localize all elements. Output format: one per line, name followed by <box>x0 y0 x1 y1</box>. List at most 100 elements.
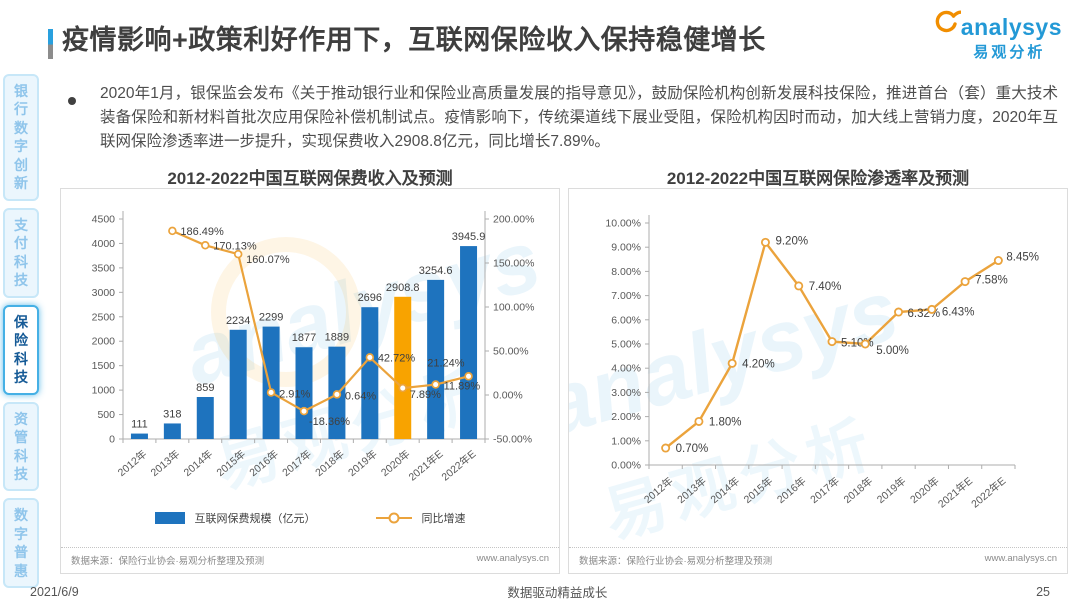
svg-text:7.00%: 7.00% <box>611 290 641 302</box>
legend-line-swatch <box>375 512 412 524</box>
svg-text:3500: 3500 <box>92 262 116 274</box>
svg-text:2019年: 2019年 <box>345 447 379 479</box>
svg-text:150.00%: 150.00% <box>493 258 534 270</box>
svg-text:1000: 1000 <box>92 385 116 397</box>
sidebar-item-bank-digital[interactable]: 银行数字创新 <box>3 74 39 201</box>
svg-text:2018年: 2018年 <box>313 447 347 479</box>
sidebar-item-digital-inclusion[interactable]: 数字普惠 <box>3 498 39 589</box>
svg-text:2299: 2299 <box>259 312 283 324</box>
svg-text:7.40%: 7.40% <box>809 281 842 293</box>
svg-text:1889: 1889 <box>325 332 349 344</box>
svg-text:6.43%: 6.43% <box>942 306 975 318</box>
svg-text:-18.36%: -18.36% <box>309 416 350 428</box>
svg-text:2500: 2500 <box>92 311 116 323</box>
premium-income-chart: 2012-2022中国互联网保费收入及预测 analysys 易观分析 0500… <box>60 164 560 574</box>
svg-text:1500: 1500 <box>92 360 116 372</box>
svg-text:0.70%: 0.70% <box>676 443 709 455</box>
svg-text:7.89%: 7.89% <box>410 389 441 401</box>
svg-text:4000: 4000 <box>92 238 116 250</box>
svg-text:21.24%: 21.24% <box>427 357 465 369</box>
svg-text:3254.6: 3254.6 <box>419 265 453 277</box>
svg-text:4500: 4500 <box>92 214 116 226</box>
legend-line-label: 同比增速 <box>421 513 466 525</box>
svg-text:2022年E: 2022年E <box>969 474 1009 510</box>
chart-title-right: 2012-2022中国互联网保险渗透率及预测 <box>666 169 970 188</box>
logo-brand-cn: 易观分析 <box>973 44 1046 61</box>
svg-text:170.13%: 170.13% <box>213 240 257 252</box>
source-url: www.analysys.cn <box>476 553 549 564</box>
svg-text:50.00%: 50.00% <box>493 346 529 358</box>
svg-text:1877: 1877 <box>292 332 316 344</box>
legend-bar-swatch <box>154 512 185 524</box>
svg-text:2022年E: 2022年E <box>439 447 479 483</box>
svg-text:5.00%: 5.00% <box>876 345 909 357</box>
svg-text:9.20%: 9.20% <box>775 235 808 247</box>
svg-text:8.00%: 8.00% <box>611 266 641 278</box>
svg-text:3000: 3000 <box>92 287 116 299</box>
svg-text:2013年: 2013年 <box>148 447 182 479</box>
svg-text:4.20%: 4.20% <box>742 358 775 370</box>
page-footer: 2021/6/9 数据驱动精益成长 25 <box>30 582 1050 601</box>
page-title: 疫情影响+政策利好作用下，互联网保险收入保持稳健增长 <box>62 25 766 55</box>
svg-text:2.00%: 2.00% <box>611 411 641 423</box>
chart-legend: 互联网保费规模（亿元） 同比增速 <box>61 507 559 529</box>
section-sidebar: 银行数字创新 支付科技 保险科技 资管科技 数字普惠 <box>3 74 43 589</box>
svg-text:100.00%: 100.00% <box>493 302 534 314</box>
footer-date: 2021/6/9 <box>30 584 79 599</box>
svg-text:2016年: 2016年 <box>247 447 281 479</box>
svg-text:3.00%: 3.00% <box>611 387 641 399</box>
svg-text:11.89%: 11.89% <box>444 381 481 393</box>
svg-text:111: 111 <box>131 419 148 431</box>
sidebar-item-insurance-tech[interactable]: 保险科技 <box>3 304 39 395</box>
svg-text:2021年E: 2021年E <box>406 447 446 483</box>
analysys-logo: analysys 易观分析 <box>931 8 1062 62</box>
svg-text:160.07%: 160.07% <box>246 254 290 266</box>
svg-text:0: 0 <box>109 434 115 446</box>
charts-row: 2012-2022中国互联网保费收入及预测 analysys 易观分析 0500… <box>60 164 1068 574</box>
svg-text:2017年: 2017年 <box>808 474 842 506</box>
svg-text:10.00%: 10.00% <box>605 218 641 230</box>
title-accent-bar <box>48 29 53 59</box>
svg-text:2014年: 2014年 <box>708 474 742 506</box>
svg-text:8.45%: 8.45% <box>1006 252 1039 264</box>
svg-text:2015年: 2015年 <box>741 474 775 506</box>
svg-text:2013年: 2013年 <box>675 474 709 506</box>
footer-slogan: 数据驱动精益成长 <box>507 586 608 600</box>
data-source-text: 数据来源：保险行业协会·易观分析整理及预测 <box>71 556 265 567</box>
svg-text:2908.8: 2908.8 <box>386 282 420 294</box>
chart-title-left: 2012-2022中国互联网保费收入及预测 <box>167 169 453 188</box>
penetration-rate-chart: 2012-2022中国互联网保险渗透率及预测 analysys 易观分析 0.0… <box>568 164 1068 574</box>
svg-text:318: 318 <box>163 408 181 420</box>
svg-text:200.00%: 200.00% <box>493 214 534 226</box>
svg-text:7.58%: 7.58% <box>975 275 1008 287</box>
chart-source-row: 数据来源：保险行业协会·易观分析整理及预测 www.analysys.cn <box>569 547 1067 573</box>
svg-text:186.49%: 186.49% <box>180 226 224 238</box>
svg-text:0.00%: 0.00% <box>611 460 641 472</box>
combo-chart-svg: 0 500 1000 1500 2000 2500 3000 3500 4000 4500 -50.… <box>92 211 534 484</box>
svg-text:42.72%: 42.72% <box>378 352 416 364</box>
sidebar-item-payment-tech[interactable]: 支付科技 <box>3 207 39 298</box>
svg-text:1.80%: 1.80% <box>709 416 742 428</box>
source-url: www.analysys.cn <box>984 553 1057 564</box>
logo-brand-text: analysys <box>960 14 1062 40</box>
footer-page-number: 25 <box>1036 584 1050 599</box>
svg-text:2012年: 2012年 <box>115 447 149 479</box>
svg-text:0.64%: 0.64% <box>345 390 376 402</box>
chart-source-row: 数据来源：保险行业协会·易观分析整理及预测 www.analysys.cn <box>61 547 559 573</box>
svg-text:2018年: 2018年 <box>841 474 875 506</box>
svg-text:2014年: 2014年 <box>181 447 215 479</box>
line-chart-svg: 0.00% 1.00% 2.00% 3.00% 4.00% 5.00% 6.00% 7.00%… <box>605 215 1039 511</box>
data-source-text: 数据来源：保险行业协会·易观分析整理及预测 <box>579 556 773 567</box>
sidebar-item-asset-tech[interactable]: 资管科技 <box>3 401 39 492</box>
svg-text:0.00%: 0.00% <box>493 390 523 402</box>
svg-text:2019年: 2019年 <box>874 474 908 506</box>
svg-text:-50.00%: -50.00% <box>493 434 532 446</box>
chart-box-left: analysys 易观分析 05001000150020002500300035… <box>60 188 560 574</box>
summary-paragraph: 2020年1月，银保监会发布《关于推动银行业和保险业高质量发展的指导意见》，鼓励… <box>100 85 1058 150</box>
svg-text:2012年: 2012年 <box>641 474 675 506</box>
svg-text:2017年: 2017年 <box>280 447 314 479</box>
svg-text:2696: 2696 <box>358 292 382 304</box>
chart-box-right: analysys 易观分析 0.00% 1.00% 2.00% 3.00% 4.00% 5… <box>568 188 1068 574</box>
svg-text:4.00%: 4.00% <box>611 363 641 375</box>
svg-text:6.00%: 6.00% <box>611 314 641 326</box>
